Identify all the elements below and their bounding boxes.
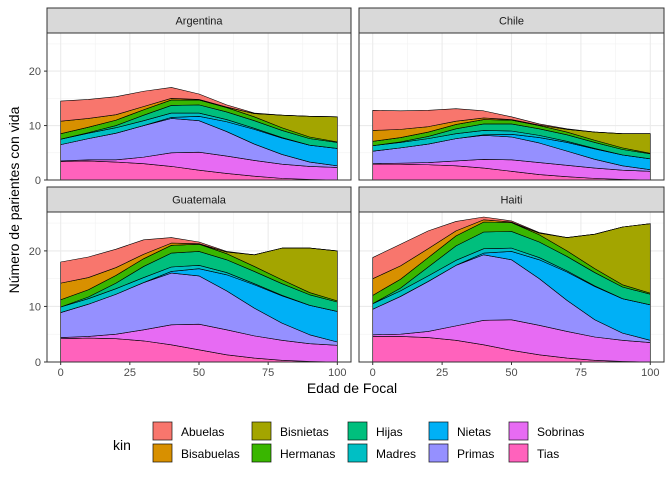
legend-label-nietas: Nietas [457, 425, 491, 439]
x-tick-label: 25 [436, 367, 448, 379]
y-tick-label: 10 [29, 121, 41, 133]
legend: kin Abuelas Bisabuelas Bisnietas Hermanas Hi… [113, 421, 584, 463]
legend-swatch-hermanas [251, 443, 272, 463]
y-tick-label: 0 [35, 357, 41, 369]
x-tick-label: 25 [124, 367, 136, 379]
legend-label-bisnietas: Bisnietas [280, 425, 329, 439]
legend-swatch-hijas [347, 421, 368, 441]
legend-swatch-bisabuelas [152, 443, 173, 463]
legend-swatch-bisnietas [251, 421, 272, 441]
panel-haiti: Haiti [358, 186, 665, 363]
legend-swatch-madres [347, 443, 368, 463]
y-tick-label: 0 [35, 175, 41, 187]
legend-swatch-tias [508, 443, 529, 463]
y-tick-label: 20 [29, 66, 41, 78]
panel-chile: Chile [358, 7, 665, 181]
facet-strip-label: Chile [499, 16, 524, 28]
x-axis-title: Edad de Focal [307, 380, 397, 396]
legend-label-bisabuelas: Bisabuelas [181, 447, 240, 461]
facet-strip-label: Guatemala [172, 195, 227, 207]
legend-label-abuelas: Abuelas [181, 425, 224, 439]
y-axis-title: Número de parientes con vida [6, 106, 22, 293]
x-tick-label: 100 [328, 367, 346, 379]
x-tick-label: 100 [641, 367, 659, 379]
legend-swatch-sobrinas [508, 421, 529, 441]
panel-argentina: Argentina [46, 7, 352, 181]
legend-label-tias: Tias [537, 447, 559, 461]
x-tick-label: 75 [262, 367, 274, 379]
panel-guatemala: Guatemala [46, 186, 352, 363]
legend-label-hijas: Hijas [376, 425, 403, 439]
x-tick-label: 75 [575, 367, 587, 379]
legend-swatch-primas [428, 443, 449, 463]
legend-label-sobrinas: Sobrinas [537, 425, 584, 439]
facet-strip-label: Argentina [175, 16, 223, 28]
legend-label-primas: Primas [457, 447, 494, 461]
facet-strip [358, 7, 665, 34]
legend-label-madres: Madres [376, 447, 416, 461]
area-abuelas [60, 237, 338, 284]
facet-strip [46, 186, 352, 213]
area-abuelas [372, 216, 651, 279]
facet-strip [46, 7, 352, 34]
x-tick-label: 50 [505, 367, 517, 379]
panels-layer: Argentina Chile Guatemala Haiti [46, 7, 665, 363]
x-tick-label: 0 [58, 367, 64, 379]
x-tick-label: 0 [370, 367, 376, 379]
facet-strip-label: Haiti [500, 195, 522, 207]
facet-strip [358, 186, 665, 213]
area-abuelas [60, 87, 338, 122]
legend-label-hermanas: Hermanas [280, 447, 335, 461]
area-abuelas [372, 108, 651, 135]
y-tick-label: 10 [29, 301, 41, 313]
x-tick-label: 50 [193, 367, 205, 379]
axes-layer: 0 10 20 0 10 20 0 25 50 75 100 0 25 50 75 100 [29, 66, 660, 379]
legend-title: kin [113, 437, 131, 453]
legend-swatch-abuelas [152, 421, 173, 441]
legend-swatch-nietas [428, 421, 449, 441]
y-tick-label: 20 [29, 246, 41, 258]
